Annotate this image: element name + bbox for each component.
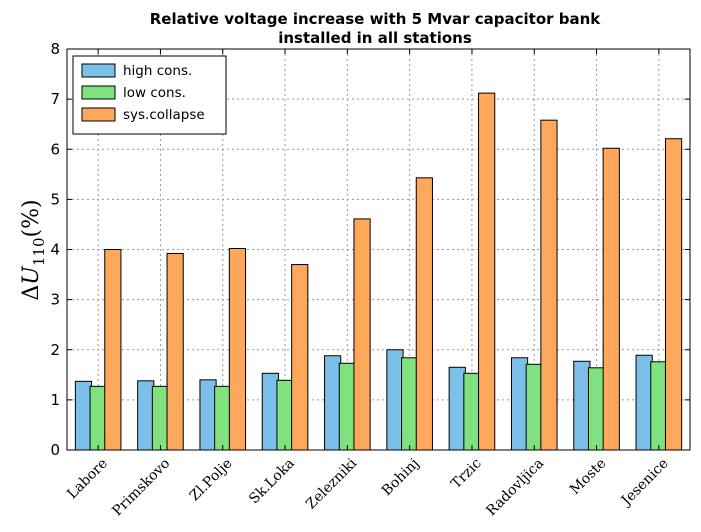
y-tick-label: 6 bbox=[50, 140, 60, 158]
y-axis-label-delta: Δ bbox=[19, 285, 44, 301]
bar-sys-collapse-trzic bbox=[478, 92, 496, 451]
bar-low-cons-zl-polje bbox=[214, 385, 232, 451]
y-tick-label: 2 bbox=[50, 341, 60, 359]
bar-low-cons-jesenice bbox=[650, 361, 668, 451]
bar-high-cons-jesenice bbox=[635, 354, 653, 451]
bar-low-cons-trzic bbox=[463, 372, 481, 451]
svg-text:ΔU110(%): ΔU110(%) bbox=[19, 199, 48, 300]
chart-title-line-1: Relative voltage increase with 5 Mvar ca… bbox=[150, 10, 602, 28]
bar-high-cons-moste bbox=[573, 360, 591, 451]
bar-low-cons-primskovo bbox=[151, 385, 170, 451]
bar-sys-collapse-radovljica bbox=[540, 119, 558, 451]
bar-high-cons-sk-loka bbox=[261, 372, 279, 451]
y-axis-label-var: U bbox=[19, 265, 44, 285]
bar-sys-collapse-sk-loka bbox=[291, 264, 309, 451]
chart-title-line-2: installed in all stations bbox=[278, 29, 472, 47]
bar-sys-collapse-jesenice bbox=[664, 138, 683, 451]
bar-high-cons-zelezniki bbox=[324, 355, 342, 451]
bar-high-cons-primskovo bbox=[137, 380, 155, 451]
y-tick-label: 4 bbox=[50, 241, 60, 259]
legend-swatch bbox=[81, 107, 116, 122]
bar-low-cons-labore bbox=[89, 385, 107, 451]
bar-high-cons-zl-polje bbox=[199, 379, 217, 451]
y-tick-label: 7 bbox=[50, 90, 60, 108]
bar-sys-collapse-zl-polje bbox=[228, 247, 247, 451]
y-axis-label-sub: 110 bbox=[30, 238, 48, 267]
y-tick-label: 1 bbox=[50, 391, 60, 409]
y-tick-label: 3 bbox=[50, 291, 60, 309]
bar-low-cons-sk-loka bbox=[276, 379, 294, 451]
bar-low-cons-radovljica bbox=[525, 363, 543, 451]
bar-low-cons-moste bbox=[587, 367, 606, 451]
bar-high-cons-trzic bbox=[448, 366, 466, 451]
bar-sys-collapse-zelezniki bbox=[353, 218, 371, 451]
bar-high-cons-labore bbox=[74, 380, 93, 451]
bar-high-cons-bohinj bbox=[386, 349, 404, 451]
legend-label: sys.collapse bbox=[123, 107, 205, 123]
y-tick-label: 0 bbox=[50, 441, 60, 459]
bar-sys-collapse-primskovo bbox=[166, 253, 184, 451]
bar-sys-collapse-labore bbox=[104, 249, 122, 451]
y-tick-label: 5 bbox=[50, 190, 60, 208]
legend-label: high cons. bbox=[123, 63, 192, 79]
legend: high cons. low cons. sys.collapse bbox=[72, 55, 227, 135]
y-axis-label: ΔU110(%) bbox=[19, 199, 48, 300]
bar-sys-collapse-moste bbox=[602, 147, 620, 451]
legend-swatch bbox=[81, 85, 116, 100]
legend-swatch bbox=[81, 63, 116, 78]
bars bbox=[74, 92, 683, 451]
bar-low-cons-zelezniki bbox=[338, 362, 356, 451]
bar-low-cons-bohinj bbox=[401, 357, 419, 451]
y-axis-label-unit: (%) bbox=[19, 199, 44, 237]
legend-label: low cons. bbox=[123, 85, 186, 101]
bar-sys-collapse-bohinj bbox=[415, 177, 433, 451]
bar-high-cons-radovljica bbox=[510, 357, 529, 451]
y-tick-label: 8 bbox=[50, 40, 60, 58]
